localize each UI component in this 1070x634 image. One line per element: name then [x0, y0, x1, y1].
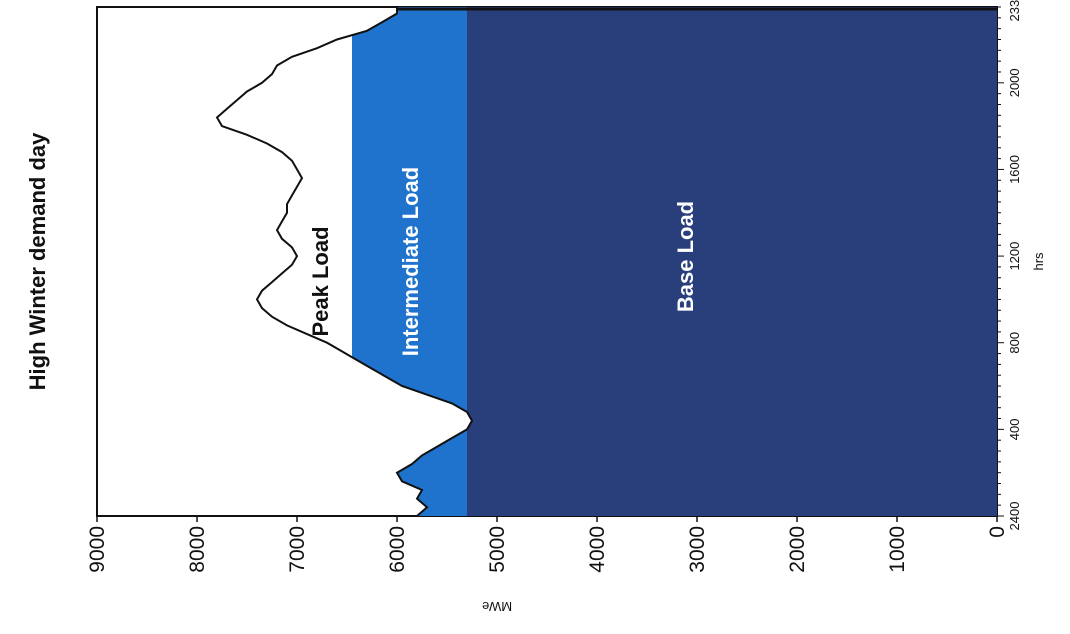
chart-title: High Winter demand day — [25, 132, 50, 390]
y-tick-label: 4000 — [586, 526, 609, 573]
y-tick-label: 8000 — [186, 526, 209, 573]
x-tick-label: 2330 — [1007, 0, 1022, 21]
x-tick-label: 1600 — [1007, 155, 1022, 184]
x-tick-label: 2000 — [1007, 68, 1022, 97]
y-tick-label: 3000 — [686, 526, 709, 573]
x-tick-label: 800 — [1007, 332, 1022, 354]
y-tick-label: 2000 — [786, 526, 809, 573]
y-tick-label: 7000 — [286, 526, 309, 573]
x-tick-label: 1200 — [1007, 242, 1022, 271]
base-load-area — [467, 7, 997, 516]
y-axis-label: MWe — [482, 599, 512, 614]
region-label-intermediate-load: Intermediate Load — [398, 167, 423, 356]
region-label-base-load: Base Load — [673, 201, 698, 312]
demand-line — [215, 7, 474, 517]
region-label-peak-load: Peak Load — [308, 226, 333, 336]
y-tick-label: 0 — [986, 526, 1009, 538]
x-tick-label: 400 — [1007, 419, 1022, 441]
y-tick-label: 9000 — [86, 526, 109, 573]
x-axis-label: hrs — [1031, 252, 1046, 271]
y-tick-label: 6000 — [386, 526, 409, 573]
y-tick-label: 5000 — [486, 526, 509, 573]
x-tick-label: 2400 — [1007, 502, 1022, 531]
y-tick-label: 1000 — [886, 526, 909, 573]
